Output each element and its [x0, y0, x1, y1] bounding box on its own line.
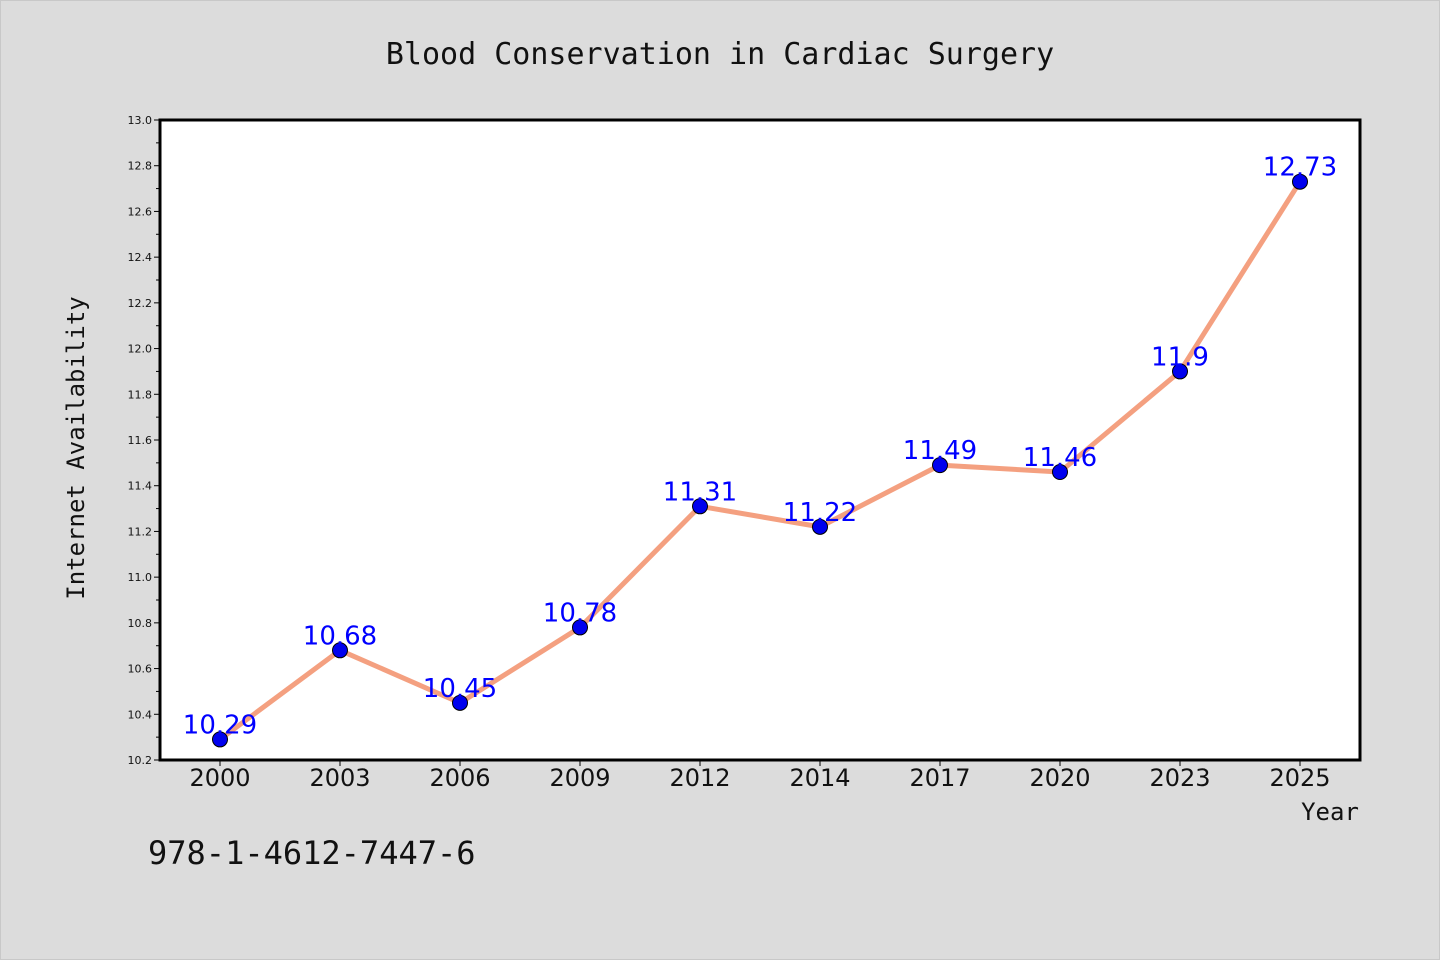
y-tick-label: 12.0	[128, 343, 153, 356]
x-tick-label: 2006	[429, 764, 490, 792]
data-point-marker	[332, 642, 348, 659]
chart-title: Blood Conservation in Cardiac Surgery	[386, 37, 1054, 72]
x-tick-label: 2020	[1029, 764, 1090, 792]
data-value-label: 12.73	[1263, 153, 1337, 183]
x-tick-label: 2009	[549, 764, 610, 792]
x-tick-label: 2025	[1269, 764, 1330, 792]
y-tick-label: 10.6	[128, 663, 153, 676]
data-value-label: 10.78	[543, 598, 617, 628]
x-axis-ticks: 2000 2003 2006 2009 2012 2014 2017 2020 2023 2025	[189, 760, 1331, 792]
data-value-label: 10.29	[183, 710, 257, 740]
y-tick-label: 10.4	[128, 708, 153, 721]
x-tick-label: 2014	[789, 764, 850, 792]
x-tick-label: 2000	[189, 764, 250, 792]
data-value-label: 11.22	[783, 498, 857, 528]
y-tick-label: 10.8	[128, 617, 153, 630]
data-value-label: 11.31	[663, 477, 737, 507]
x-tick-label: 2023	[1149, 764, 1210, 792]
y-tick-label: 11.6	[128, 434, 153, 447]
data-point-marker	[1292, 173, 1308, 190]
y-tick-label: 13.0	[128, 114, 153, 127]
data-value-label: 11.46	[1023, 443, 1097, 473]
y-tick-label: 12.2	[128, 297, 153, 310]
data-value-label: 10.68	[303, 621, 377, 651]
y-tick-label: 10.2	[128, 754, 153, 767]
y-tick-label: 12.6	[128, 205, 153, 218]
data-value-label: 10.45	[423, 674, 497, 704]
series-line	[218, 180, 1303, 742]
plot-border	[158, 118, 1362, 762]
data-value-label: 11.49	[903, 436, 977, 466]
y-tick-label: 11.2	[128, 525, 153, 538]
data-point-marker	[692, 498, 708, 515]
y-tick-label: 12.8	[128, 160, 153, 173]
y-tick-label: 12.4	[128, 251, 153, 264]
data-point-marker	[452, 694, 468, 711]
y-axis-label: Internet Availability	[62, 296, 90, 599]
data-point-marker	[1052, 464, 1068, 480]
data-point-marker	[932, 457, 948, 474]
isbn-text: 978-1-4612-7447-6	[148, 834, 476, 872]
x-axis-label: Year	[1301, 798, 1359, 826]
data-point-marker	[212, 731, 228, 748]
data-markers	[212, 173, 1308, 748]
x-tick-label: 2012	[669, 764, 730, 792]
y-tick-label: 11.8	[128, 388, 153, 401]
data-value-label: 11.9	[1151, 342, 1209, 372]
plot-area	[160, 120, 1360, 760]
x-tick-label: 2017	[909, 764, 970, 792]
y-tick-label: 11.4	[128, 480, 153, 493]
data-point-marker	[572, 619, 588, 636]
y-axis-ticks: 10.2 10.4 10.6 10.8 11.0 11.2 11.4 11.6 11.8 12.0…	[128, 114, 160, 767]
x-tick-label: 2003	[309, 764, 370, 792]
data-labels: 10.29 10.68 10.45 10.78 11.31 11.22 11.49 11.46…	[183, 153, 1337, 741]
y-tick-label: 11.0	[128, 571, 153, 584]
data-point-marker	[1172, 363, 1188, 380]
data-point-marker	[812, 518, 828, 535]
